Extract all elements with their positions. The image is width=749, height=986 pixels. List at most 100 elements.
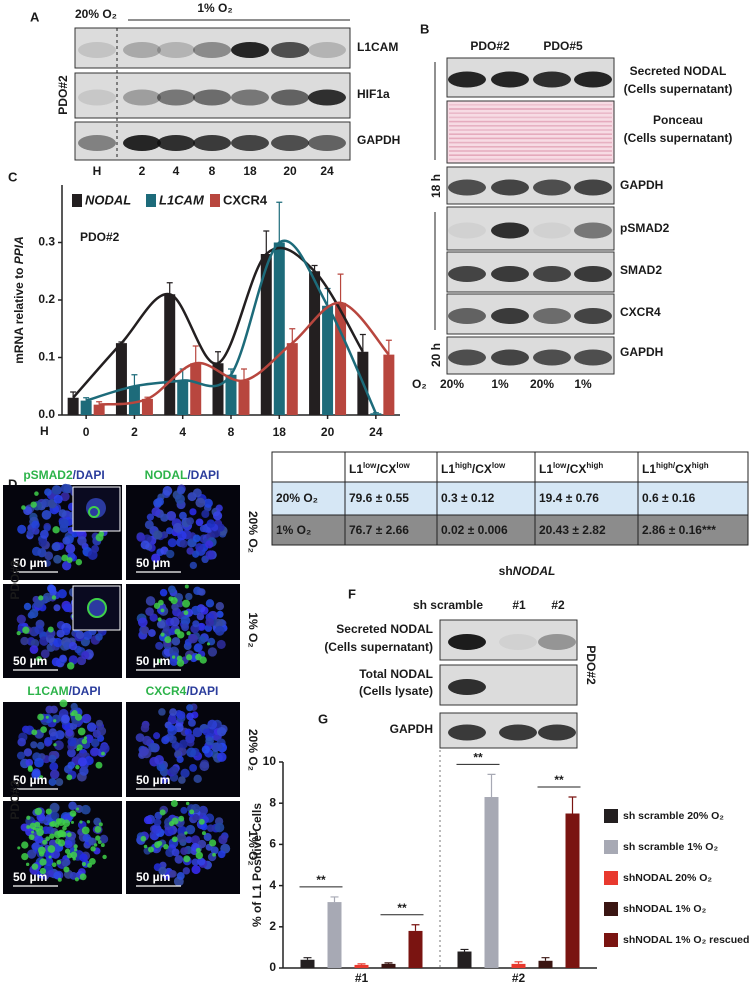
nucleus <box>197 857 206 866</box>
ponceau-band <box>449 133 612 135</box>
band <box>448 679 486 695</box>
nucleus <box>210 846 219 855</box>
nucleus <box>153 530 163 540</box>
band <box>448 634 486 650</box>
x-tick-label: 18 <box>273 425 287 439</box>
label: Secreted NODAL <box>336 622 433 636</box>
nucleus <box>91 544 100 553</box>
nucleus <box>214 625 225 636</box>
ponceau-band <box>449 125 612 127</box>
nucleus <box>156 762 166 772</box>
nucleus <box>198 588 206 596</box>
stain <box>45 715 49 719</box>
x-tick-label: 2 <box>131 425 138 439</box>
error-bar <box>215 351 221 364</box>
stain <box>81 738 88 745</box>
ponceau-band <box>449 146 612 148</box>
nucleus <box>16 614 26 624</box>
y-tick-label: 6 <box>269 837 276 851</box>
stain <box>100 843 105 848</box>
stain <box>178 815 185 822</box>
band <box>448 308 486 324</box>
bar <box>128 386 140 415</box>
annotation: PDO#2 <box>80 230 120 244</box>
nucleus <box>180 806 188 814</box>
ponceau-band <box>449 154 612 156</box>
nucleus <box>169 870 177 878</box>
label: #2 <box>551 598 565 612</box>
bar <box>484 797 499 968</box>
nucleus <box>190 835 201 845</box>
nucleus <box>216 726 227 737</box>
nucleus <box>40 649 50 659</box>
nucleus <box>181 623 189 632</box>
nucleus <box>62 561 72 571</box>
stain <box>47 845 56 853</box>
stain <box>31 830 35 834</box>
nucleus <box>149 613 158 622</box>
label: 18 h <box>429 174 443 198</box>
ponceau-band <box>449 108 612 110</box>
nucleus <box>27 849 37 859</box>
stain <box>57 839 66 847</box>
nucleus <box>155 641 164 650</box>
band <box>533 266 571 282</box>
stain <box>156 658 161 663</box>
ponceau-band <box>449 137 612 140</box>
stain <box>66 662 75 670</box>
nucleus <box>60 492 70 502</box>
legend-swatch <box>604 871 618 885</box>
error-bar <box>330 896 339 903</box>
band <box>271 135 309 151</box>
nucleus <box>214 822 225 833</box>
table-header-cell: L1low/CXhigh <box>539 461 603 477</box>
nucleus <box>99 743 110 754</box>
label-part: /DAPI <box>69 684 101 698</box>
nucleus <box>158 866 167 876</box>
nucleus <box>186 747 197 758</box>
table-cell: 0.3 ± 0.12 <box>441 491 495 505</box>
nucleus <box>95 719 103 727</box>
x-tick-label: #2 <box>512 971 526 985</box>
error-bar <box>541 957 550 961</box>
nucleus <box>16 751 26 760</box>
nucleus <box>216 610 224 618</box>
band <box>448 724 486 741</box>
nucleus <box>216 523 225 532</box>
error-bar <box>384 962 393 964</box>
nucleus <box>174 494 185 505</box>
band <box>157 42 195 58</box>
stain <box>171 655 176 659</box>
stain <box>184 831 188 835</box>
label: Total NODAL <box>359 667 433 681</box>
legend-swatch <box>604 809 618 823</box>
band <box>538 634 576 650</box>
label: A <box>30 9 40 24</box>
nucleus <box>196 612 205 621</box>
error-bar <box>359 333 366 352</box>
band <box>533 71 571 88</box>
band <box>574 308 612 324</box>
label: 1% O₂ <box>246 830 260 865</box>
band <box>231 42 269 58</box>
stain <box>186 631 191 636</box>
error-bar <box>460 948 469 952</box>
nucleus <box>186 712 194 721</box>
nucleus <box>147 629 156 637</box>
legend-swatch <box>604 902 618 916</box>
stain <box>39 858 47 866</box>
nucleus <box>140 540 150 550</box>
nucleus <box>192 727 203 738</box>
label: 20% O₂ <box>246 729 260 771</box>
nucleus <box>29 608 39 619</box>
bar <box>408 930 423 968</box>
nucleus <box>166 510 177 521</box>
bar <box>383 354 395 415</box>
stain <box>98 822 103 827</box>
legend-label: shNODAL 20% O₂ <box>623 872 712 884</box>
nucleus <box>20 823 29 832</box>
stain <box>81 861 87 867</box>
significance-label: ** <box>473 751 483 765</box>
nucleus <box>167 724 175 732</box>
ponceau-band <box>449 104 612 106</box>
